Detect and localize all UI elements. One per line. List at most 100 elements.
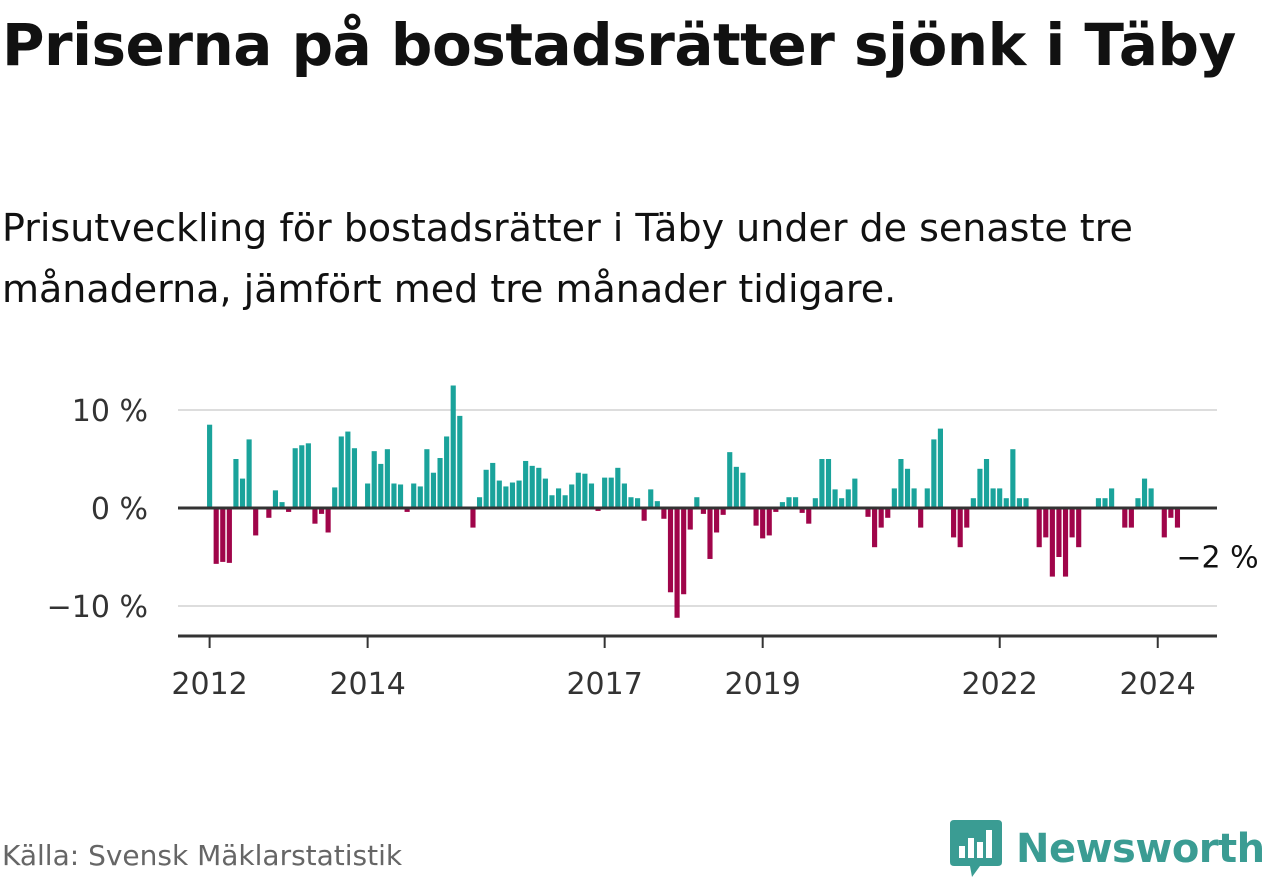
data-bar xyxy=(852,478,858,508)
data-bar xyxy=(654,501,660,508)
data-bar xyxy=(437,458,443,508)
data-bar xyxy=(233,459,239,508)
data-bar xyxy=(476,497,483,508)
data-bar xyxy=(582,473,588,508)
data-bar xyxy=(536,467,542,508)
data-bar xyxy=(694,497,700,508)
data-bar xyxy=(509,482,516,508)
data-bar xyxy=(720,508,726,515)
data-bar xyxy=(430,472,437,508)
data-bar xyxy=(872,508,878,548)
data-bar xyxy=(951,508,957,538)
x-tick-label: 2022 xyxy=(962,667,1038,700)
chart-title: Priserna på bostadsrätter sjönk i Täby xyxy=(2,11,1236,79)
data-bar xyxy=(292,448,298,508)
data-bar xyxy=(931,439,937,508)
data-bar xyxy=(384,449,390,508)
data-bar xyxy=(766,508,772,536)
data-bar xyxy=(483,469,489,508)
data-bar xyxy=(371,451,377,508)
data-bar xyxy=(253,508,259,536)
data-bar xyxy=(404,508,410,512)
data-bar xyxy=(1122,508,1128,528)
data-bar xyxy=(760,508,766,539)
data-bar xyxy=(733,466,739,508)
data-bar xyxy=(753,508,759,526)
data-bar xyxy=(549,495,555,508)
data-bar xyxy=(332,487,338,508)
data-bar xyxy=(687,508,693,530)
data-bar xyxy=(727,452,733,508)
data-bar xyxy=(891,488,897,508)
data-bar xyxy=(648,489,654,508)
end-value-label: −2 % xyxy=(1176,541,1258,576)
data-bar xyxy=(325,508,331,533)
data-bar xyxy=(496,480,502,508)
data-bar xyxy=(286,508,292,512)
data-bar xyxy=(700,508,706,514)
data-bar xyxy=(641,508,647,521)
data-bar xyxy=(299,445,305,508)
data-bar xyxy=(983,459,990,508)
data-bar xyxy=(503,486,509,508)
data-bar xyxy=(490,462,496,508)
data-bar xyxy=(628,497,634,508)
data-bar xyxy=(457,415,463,508)
data-bar xyxy=(305,443,311,508)
data-bar xyxy=(1174,508,1181,528)
data-bar xyxy=(1023,498,1029,508)
data-bar xyxy=(1049,508,1055,577)
x-tick-label: 2012 xyxy=(171,667,247,700)
data-bar xyxy=(674,508,680,618)
data-bar xyxy=(924,488,930,508)
data-bar xyxy=(793,497,799,508)
data-bar xyxy=(207,424,213,508)
data-bar xyxy=(562,495,568,508)
data-bar xyxy=(911,488,917,508)
bar-chart: 10 % 0 % −10 % 2012 2014 2017 2019 2022 2024 −2 % xyxy=(47,385,1259,700)
data-bar xyxy=(575,472,581,508)
data-bar xyxy=(239,478,246,508)
data-bar xyxy=(470,508,476,528)
data-bar xyxy=(608,477,614,508)
data-bar xyxy=(865,508,871,517)
data-bar xyxy=(681,508,687,595)
brand-logo[interactable]: Newsworthy xyxy=(950,820,1262,878)
data-bar xyxy=(351,448,358,508)
data-bar xyxy=(1102,498,1108,508)
data-bar xyxy=(279,502,285,508)
data-bar xyxy=(714,508,720,533)
data-bar xyxy=(411,483,417,508)
data-bar xyxy=(1056,508,1062,557)
data-bar xyxy=(1036,508,1042,548)
data-bar xyxy=(977,468,983,508)
data-bar xyxy=(615,467,621,508)
data-bar xyxy=(345,431,351,508)
data-bar xyxy=(898,459,904,508)
data-bar xyxy=(397,484,404,508)
data-bar xyxy=(1062,508,1069,577)
x-tick-label: 2017 xyxy=(566,667,642,700)
data-bar xyxy=(839,498,845,508)
data-bar xyxy=(318,508,325,514)
x-tick-label: 2019 xyxy=(725,667,801,700)
x-tick-label: 2024 xyxy=(1120,667,1196,700)
data-bar xyxy=(964,508,970,528)
data-bar xyxy=(773,508,779,512)
data-bar xyxy=(1069,508,1075,538)
data-bar xyxy=(266,508,272,518)
data-bar xyxy=(904,468,911,508)
data-bar xyxy=(602,477,608,508)
data-bar xyxy=(1161,508,1167,538)
data-bar xyxy=(825,459,832,508)
data-bar xyxy=(937,428,943,508)
data-bar xyxy=(1095,498,1102,508)
data-bar xyxy=(450,385,456,508)
data-bar xyxy=(523,460,529,508)
data-bar xyxy=(970,498,976,508)
data-bar xyxy=(246,439,252,508)
data-bar xyxy=(1043,508,1049,538)
data-bar xyxy=(635,498,641,508)
data-bar xyxy=(569,484,575,508)
data-bar xyxy=(1016,498,1023,508)
